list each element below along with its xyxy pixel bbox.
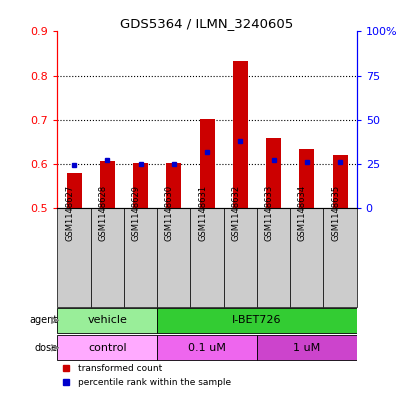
Title: GDS5364 / ILMN_3240605: GDS5364 / ILMN_3240605 [120,17,293,30]
Text: GSM1148629: GSM1148629 [131,185,140,241]
Bar [66,173,81,208]
Bar [124,208,157,307]
Bar [99,161,115,208]
Text: GSM1148631: GSM1148631 [198,185,207,241]
Bar [256,335,356,360]
Bar [223,208,256,307]
Bar [57,335,157,360]
Text: vehicle: vehicle [87,315,127,325]
Bar [57,208,90,307]
Bar [57,308,157,332]
Text: I-BET726: I-BET726 [231,315,281,325]
Text: 1 uM: 1 uM [292,343,320,353]
Text: GSM1148632: GSM1148632 [231,185,240,241]
Bar [299,149,314,208]
Text: GSM1148628: GSM1148628 [98,185,107,241]
Bar [190,208,223,307]
Bar [332,155,347,208]
Text: GSM1148635: GSM1148635 [330,185,339,241]
Bar [166,163,181,208]
Bar [199,119,214,208]
Bar [323,208,356,307]
Text: GSM1148634: GSM1148634 [297,185,306,241]
Bar [290,208,323,307]
Text: 0.1 uM: 0.1 uM [188,343,225,353]
Bar [256,208,290,307]
Bar [265,138,280,208]
Text: agent: agent [29,315,57,325]
Text: GSM1148627: GSM1148627 [65,185,74,241]
Text: dose: dose [34,343,57,353]
Bar [133,163,148,208]
Bar [157,208,190,307]
Bar [157,308,356,332]
Text: GSM1148633: GSM1148633 [264,185,273,241]
Bar [232,61,247,208]
Text: transformed count: transformed count [78,364,162,373]
Bar [90,208,124,307]
Text: GSM1148630: GSM1148630 [164,185,173,241]
Text: control: control [88,343,126,353]
Text: percentile rank within the sample: percentile rank within the sample [78,378,231,387]
Bar [157,335,256,360]
